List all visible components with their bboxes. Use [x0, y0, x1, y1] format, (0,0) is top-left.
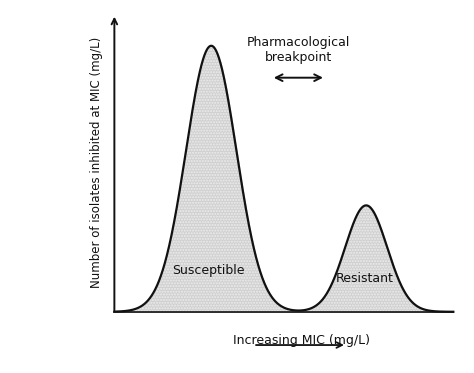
Text: Resistant: Resistant — [336, 272, 393, 285]
Text: Susceptible: Susceptible — [172, 264, 244, 277]
Text: Pharmacological
breakpoint: Pharmacological breakpoint — [246, 37, 350, 65]
Text: Increasing MIC (mg/L): Increasing MIC (mg/L) — [233, 335, 370, 347]
Text: Number of isolates inhibited at MIC (mg/L): Number of isolates inhibited at MIC (mg/… — [90, 37, 103, 288]
